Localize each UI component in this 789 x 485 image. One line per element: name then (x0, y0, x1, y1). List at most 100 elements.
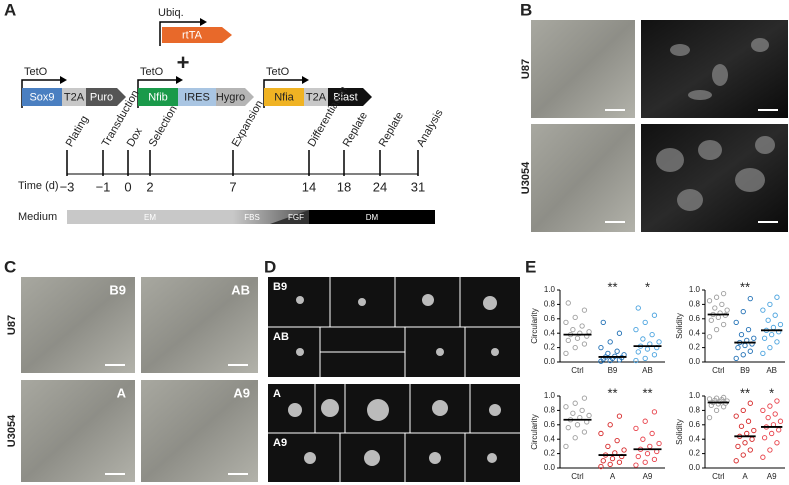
data-point (767, 447, 773, 453)
gene-box (162, 27, 232, 43)
medium-label: DM (366, 213, 379, 222)
x-tick-label: Ctrl (571, 472, 584, 481)
promoter-label: TetO (24, 66, 48, 78)
gene-label: Nfib (148, 91, 168, 103)
event-label: Replate (377, 110, 406, 149)
gene-box (328, 88, 372, 106)
panel-label: B (520, 0, 532, 19)
data-point (644, 346, 651, 352)
data-point (640, 436, 646, 442)
data-point (744, 430, 750, 437)
data-point (598, 344, 604, 351)
panel-label: C (4, 257, 16, 276)
data-point (772, 312, 778, 318)
day-label: −1 (96, 179, 111, 194)
y-tick-label: 0.8 (689, 300, 701, 309)
row-label: U87 (6, 315, 18, 335)
data-point (706, 414, 713, 421)
data-point (745, 418, 752, 424)
significance: ** (642, 385, 652, 400)
promoter-label: TetO (140, 66, 164, 78)
data-point (600, 458, 606, 464)
x-tick-label: AB (642, 366, 653, 375)
y-tick-label: 0.2 (689, 449, 701, 458)
y-tick-label: 0.2 (689, 343, 701, 352)
data-point (767, 301, 773, 308)
data-point (609, 455, 616, 462)
data-point (635, 349, 641, 355)
y-tick-label: 0.6 (689, 314, 701, 323)
micrograph (531, 20, 635, 118)
significance: ** (740, 385, 750, 400)
panel-label: E (525, 257, 536, 276)
day-label: 2 (146, 179, 153, 194)
y-tick-label: 0.4 (544, 434, 556, 443)
data-point (651, 456, 658, 463)
data-point (579, 407, 585, 414)
data-point (735, 344, 741, 351)
data-point (614, 437, 620, 444)
event-label: Analysis (415, 107, 446, 149)
significance: ** (607, 279, 617, 294)
x-tick-label: A9 (767, 472, 777, 481)
data-point (579, 323, 585, 329)
gene-box (22, 88, 62, 106)
data-point (586, 412, 592, 419)
data-point (767, 344, 773, 351)
gene-label: rtTA (182, 29, 203, 41)
promoter-label: TetO (266, 66, 290, 78)
data-point (747, 295, 753, 302)
data-point (760, 307, 766, 313)
data-point (581, 307, 588, 313)
data-point (563, 350, 569, 357)
y-tick-label: 1.0 (689, 285, 701, 294)
panel-label: D (264, 257, 276, 276)
data-point (651, 352, 658, 358)
data-point (563, 404, 569, 410)
row-label: A (273, 388, 281, 400)
x-tick-label: B9 (740, 366, 750, 375)
medium-label: EM (144, 213, 156, 222)
row-label: AB (273, 331, 289, 343)
data-point (733, 355, 739, 362)
y-tick-label: 0.6 (544, 314, 556, 323)
data-point (616, 413, 623, 419)
gene-box (264, 88, 304, 106)
data-point (760, 350, 766, 357)
gene-box (178, 88, 216, 106)
data-point (649, 430, 655, 437)
image-label: B9 (109, 282, 126, 297)
scale-bar (605, 109, 778, 223)
gene-box (216, 88, 254, 106)
data-point (572, 400, 578, 406)
row-label: A9 (273, 437, 287, 449)
data-point (565, 337, 571, 344)
arrowhead (176, 76, 183, 84)
axis-label: Medium (18, 211, 57, 223)
data-point (572, 435, 578, 441)
data-point (647, 443, 653, 450)
significance: * (645, 279, 650, 294)
day-label: 24 (373, 179, 387, 194)
image-label: AB (231, 282, 250, 297)
panel-label: A (4, 0, 16, 19)
day-label: 7 (229, 179, 236, 194)
data-point (777, 418, 784, 424)
data-point (605, 350, 611, 357)
data-point (713, 395, 720, 401)
significance: ** (740, 279, 750, 294)
gene-box (304, 88, 328, 106)
y-tick-label: 0.6 (689, 420, 701, 429)
data-point (760, 407, 766, 414)
data-point (572, 314, 578, 321)
significance: * (769, 385, 774, 400)
data-point (774, 440, 780, 446)
data-point (776, 427, 782, 433)
micrograph (531, 124, 635, 232)
x-tick-label: A (742, 472, 748, 481)
data-point (733, 458, 739, 464)
y-tick-label: 0.8 (544, 300, 556, 309)
row-label: U3054 (520, 161, 532, 194)
data-point (598, 430, 604, 437)
data-point (713, 407, 720, 414)
